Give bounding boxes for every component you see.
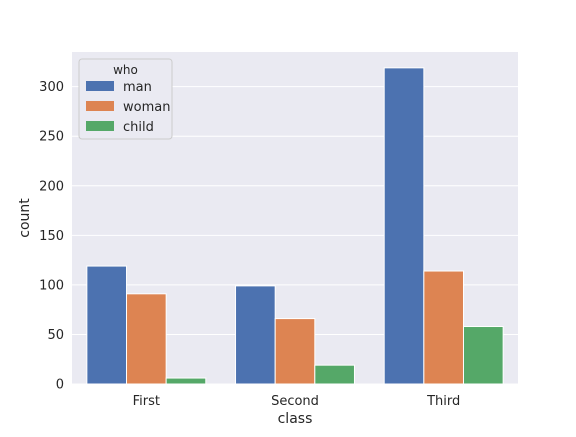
legend-swatch-man <box>86 81 114 91</box>
bar-woman-third <box>423 270 464 385</box>
y-tick-label: 50 <box>47 328 64 343</box>
x-tick-label: Third <box>426 394 460 409</box>
bar-child-first <box>165 377 207 385</box>
bars <box>86 67 504 385</box>
y-tick-label: 250 <box>39 130 64 145</box>
bar-child-second <box>314 364 355 385</box>
y-tick-label: 300 <box>39 80 64 95</box>
y-tick-label: 0 <box>56 378 64 393</box>
x-tick-label: First <box>133 394 160 409</box>
y-tick-label: 100 <box>39 278 64 293</box>
legend-items: man woman child <box>86 80 170 135</box>
bar-man-first <box>86 265 128 385</box>
y-tick-label: 200 <box>39 179 64 194</box>
legend-label-man: man <box>123 80 152 95</box>
bar-woman-first <box>126 293 167 385</box>
y-axis-label: count <box>17 198 33 238</box>
legend-swatch-woman <box>86 101 114 111</box>
bar-child-third <box>462 326 504 385</box>
bar-man-third <box>383 67 425 385</box>
legend-swatch-child <box>86 121 114 131</box>
x-tick-label: Second <box>271 394 319 409</box>
bar-woman-second <box>274 318 316 385</box>
tick-labels: 0 50 100 150 200 250 300 First Second Third <box>39 80 460 409</box>
legend-label-child: child <box>123 120 154 135</box>
x-axis-label: class <box>278 411 313 427</box>
bar-man-second <box>235 285 276 385</box>
legend-label-woman: woman <box>123 100 170 115</box>
legend-title: who <box>113 63 138 77</box>
legend-frame <box>78 58 173 140</box>
y-tick-label: 150 <box>39 229 64 244</box>
legend: who man woman child <box>78 58 173 140</box>
